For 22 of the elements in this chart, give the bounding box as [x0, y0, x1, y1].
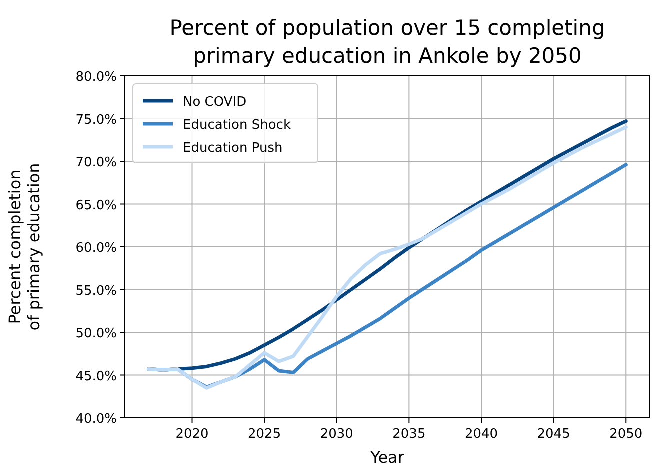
y-tick-label: 40.0% — [76, 412, 117, 427]
x-tick-label: 2025 — [248, 427, 282, 442]
y-tick-label: 80.0% — [76, 70, 117, 85]
chart-title: Percent of population over 15 completing primary education in Ankole by 2050 — [170, 16, 606, 68]
x-axis-title: Year — [370, 448, 405, 465]
legend-label: No COVID — [183, 95, 247, 110]
y-tick-label: 45.0% — [76, 369, 117, 384]
y-tick-label: 55.0% — [76, 284, 117, 299]
y-axis-title: Percent completion of primary education — [6, 163, 44, 331]
y-tick-label: 65.0% — [76, 198, 117, 214]
x-tick-label: 2035 — [392, 427, 426, 442]
y-tick-label: 75.0% — [76, 112, 117, 128]
y-tick-label: 60.0% — [76, 241, 117, 256]
x-tick-label: 2030 — [320, 427, 354, 442]
x-tick-label: 2045 — [537, 427, 570, 442]
y-tick-label: 70.0% — [76, 156, 117, 170]
x-tick-label: 2020 — [176, 427, 209, 442]
y-tick-label: 50.0% — [76, 326, 117, 342]
legend-label: Education Push — [183, 141, 283, 156]
x-tick-label: 2040 — [464, 427, 498, 442]
legend-label: Education Shock — [183, 118, 292, 133]
x-tick-label: 2050 — [610, 427, 643, 442]
